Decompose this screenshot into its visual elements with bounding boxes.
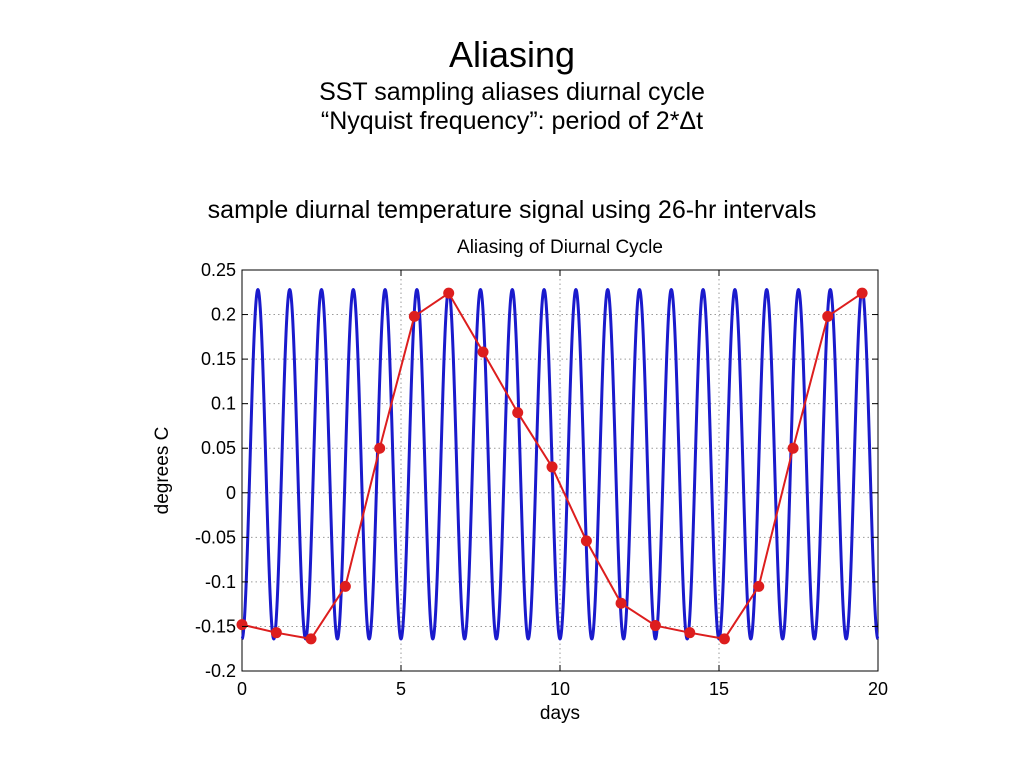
slide-subtitle-nyquist: “Nyquist frequency”: period of 2*Δt: [320, 107, 704, 135]
diurnal-cycle-line: [240, 288, 880, 641]
x-tick-label: 0: [237, 679, 247, 699]
y-tick-label: 0: [226, 483, 236, 503]
x-tick-label: 20: [868, 679, 888, 699]
y-tick-label: 0.2: [211, 305, 236, 325]
slide-subtitle-sampling: SST sampling aliases diurnal cycle: [319, 78, 705, 106]
slide-caption: sample diurnal temperature signal using …: [207, 196, 817, 224]
sample-point: [477, 346, 489, 358]
slide-title: Aliasing: [448, 34, 576, 75]
y-tick-label: -0.15: [195, 616, 236, 636]
x-tick-label: 10: [550, 679, 570, 699]
sample-point: [718, 633, 730, 645]
series-layer: [236, 287, 880, 645]
sample-point: [270, 627, 282, 639]
sample-point: [339, 580, 351, 592]
sample-point: [512, 407, 524, 419]
y-tick-label: -0.05: [195, 527, 236, 547]
sample-point: [580, 535, 592, 547]
y-axis-title: degrees C: [152, 427, 173, 515]
x-tick-label: 5: [396, 679, 406, 699]
sample-point: [649, 620, 661, 632]
y-tick-label: -0.1: [205, 572, 236, 592]
x-tick-label: 15: [709, 679, 729, 699]
sample-point: [374, 442, 386, 454]
slide-header: Aliasing SST sampling aliases diurnal cy…: [0, 32, 1024, 136]
sample-point: [546, 461, 558, 473]
sample-point: [822, 310, 834, 322]
sample-point: [753, 580, 765, 592]
sample-point: [856, 287, 868, 299]
sample-point: [236, 619, 248, 631]
y-tick-label: -0.2: [205, 661, 236, 681]
chart-title: Aliasing of Diurnal Cycle: [457, 237, 663, 258]
tick-labels: 0 5 10 15 20 -0.2 -0.15 -0.1 -0.05 0 0.05 0.1 0.15 0.…: [195, 260, 888, 699]
y-tick-label: 0.1: [211, 394, 236, 414]
y-tick-label: 0.05: [201, 438, 236, 458]
y-tick-label: 0.25: [201, 260, 236, 280]
sample-point: [408, 310, 420, 322]
grid-lines: [242, 270, 878, 671]
plot-frame: [241, 269, 879, 672]
sample-point: [305, 633, 317, 645]
sample-point: [787, 442, 799, 454]
sample-point: [443, 287, 455, 299]
y-tick-label: 0.15: [201, 349, 236, 369]
x-axis-title: days: [540, 703, 580, 724]
sample-point: [684, 627, 696, 639]
sample-point: [615, 597, 627, 609]
